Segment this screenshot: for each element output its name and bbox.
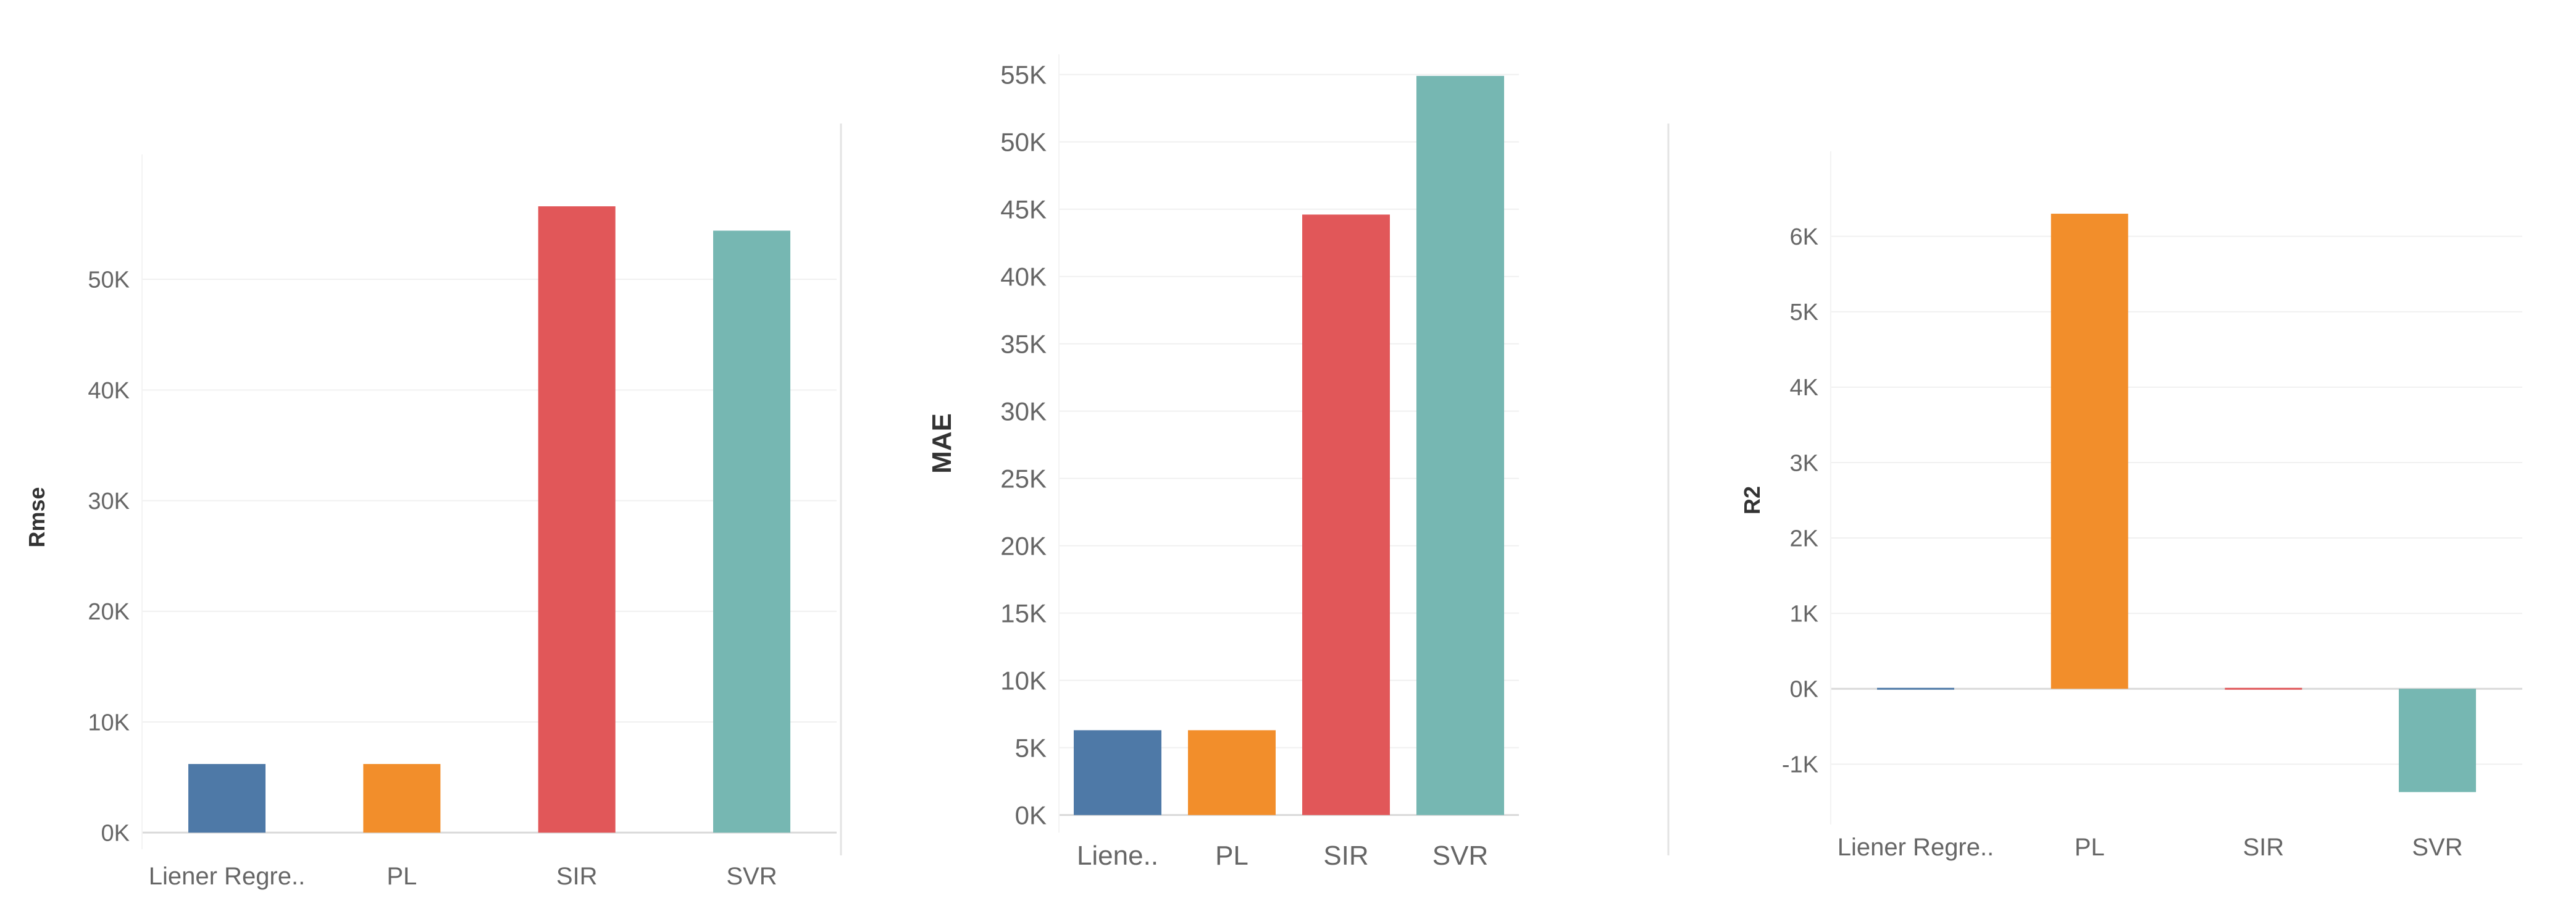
bar-sir — [2225, 687, 2302, 690]
y-tick-label: 5K — [1790, 300, 1818, 325]
y-tick-label: 0K — [1015, 800, 1047, 829]
y-tick-label: 0K — [1790, 677, 1818, 703]
x-tick-label: SVR — [1432, 841, 1488, 871]
y-tick-label: 40K — [1000, 262, 1047, 291]
y-tick-label: 30K — [88, 489, 130, 514]
y-axis-title: Rmse — [24, 487, 49, 547]
x-tick-label: Liene.. — [1077, 841, 1158, 871]
bar-sir — [538, 206, 616, 833]
mae-chart: 0K 5K 10K 15K 20K 25K 30K 35K 40K 45K 50K 55K Liene.… — [927, 54, 1519, 871]
y-axis-title: MAE — [927, 413, 957, 474]
bar-pl — [1188, 730, 1276, 815]
x-tick-label: PL — [387, 863, 417, 890]
y-tick-label: 35K — [1000, 329, 1047, 358]
bar-pl — [2051, 214, 2128, 689]
y-tick-label: 20K — [1000, 531, 1047, 560]
bar-liener-regre — [188, 764, 266, 833]
y-tick-label: 10K — [1000, 666, 1047, 695]
x-tick-label: SVR — [726, 863, 777, 890]
y-tick-label: 40K — [88, 378, 130, 404]
y-tick-label: 50K — [88, 267, 130, 293]
y-tick-label: 10K — [88, 710, 130, 736]
r2-chart: -1K 0K 1K 2K 3K 4K 5K 6K Liener Regre.. PL SIR SVR R… — [1739, 151, 2522, 861]
rmse-chart: 0K 10K 20K 30K 40K 50K Liener Regre.. PL SIR SVR R… — [24, 154, 837, 890]
y-tick-label: -1K — [1782, 752, 1818, 778]
bar-liene — [1074, 730, 1161, 815]
y-tick-label: 4K — [1790, 375, 1818, 401]
x-tick-label: SVR — [2412, 834, 2462, 861]
y-tick-label: 15K — [1000, 598, 1047, 627]
bar-svr — [1416, 75, 1504, 815]
x-tick-label: SIR — [1323, 841, 1368, 871]
x-tick-label: PL — [1215, 841, 1248, 871]
y-tick-label: 45K — [1000, 195, 1047, 224]
bar-pl — [363, 764, 441, 833]
y-tick-label: 20K — [88, 599, 130, 625]
y-tick-label: 25K — [1000, 464, 1047, 493]
y-tick-label: 30K — [1000, 397, 1047, 426]
y-tick-label: 6K — [1790, 224, 1818, 250]
y-tick-label: 2K — [1790, 526, 1818, 552]
y-tick-label: 55K — [1000, 60, 1047, 89]
y-tick-label: 50K — [1000, 127, 1047, 156]
x-tick-label: PL — [2075, 834, 2105, 861]
y-tick-label: 5K — [1015, 733, 1047, 762]
x-tick-label: SIR — [2243, 834, 2284, 861]
x-tick-label: SIR — [556, 863, 598, 890]
bar-liener-regre — [1877, 687, 1954, 690]
x-tick-label: Liener Regre.. — [1838, 834, 1994, 861]
bar-sir — [1302, 214, 1390, 815]
y-tick-label: 3K — [1790, 450, 1818, 476]
y-tick-label: 0K — [101, 820, 130, 846]
bar-svr — [2399, 689, 2476, 792]
bar-svr — [713, 230, 790, 833]
x-tick-label: Liener Regre.. — [149, 863, 305, 890]
y-axis-title: R2 — [1739, 486, 1765, 514]
y-tick-label: 1K — [1790, 601, 1818, 627]
